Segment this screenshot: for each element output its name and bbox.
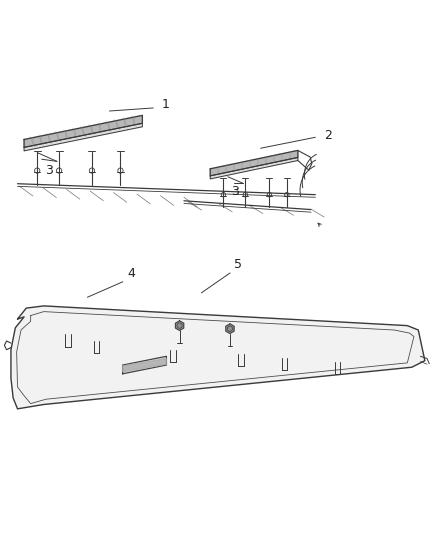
- Text: 3: 3: [231, 185, 239, 198]
- Text: 4: 4: [127, 266, 135, 280]
- Polygon shape: [226, 324, 234, 334]
- Text: 2: 2: [324, 128, 332, 142]
- Polygon shape: [210, 157, 298, 179]
- Text: 3: 3: [45, 164, 53, 176]
- Polygon shape: [24, 123, 142, 151]
- Polygon shape: [123, 359, 166, 372]
- Text: 1: 1: [162, 98, 170, 111]
- Polygon shape: [11, 306, 425, 409]
- Polygon shape: [24, 115, 142, 147]
- Polygon shape: [123, 356, 166, 374]
- Polygon shape: [210, 150, 298, 176]
- Text: 5: 5: [234, 258, 242, 271]
- Polygon shape: [175, 321, 184, 330]
